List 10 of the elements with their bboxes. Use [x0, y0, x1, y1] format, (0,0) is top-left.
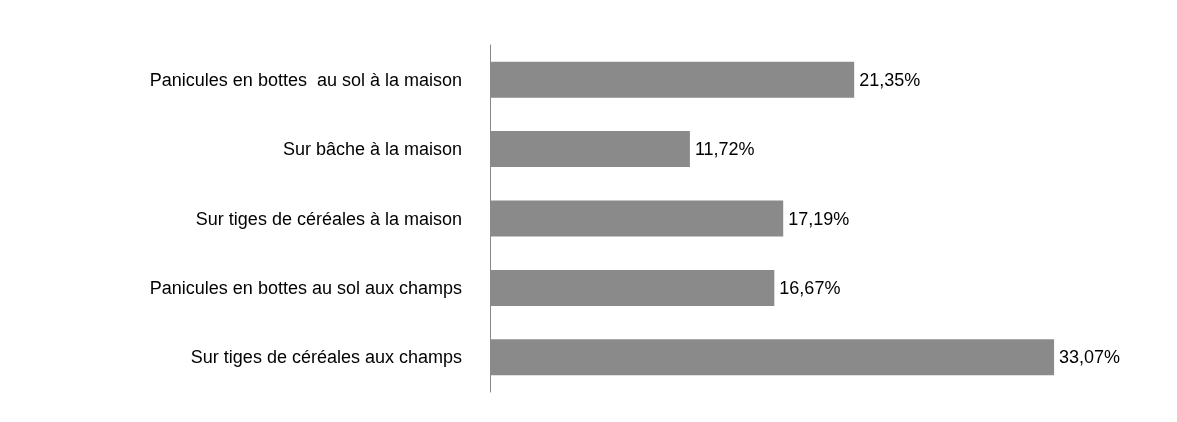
y-tick-label: Sur tiges de céréales aux champs: [190, 347, 462, 368]
data-label: 17,19%: [788, 208, 850, 229]
data-label: 33,07%: [1059, 347, 1121, 368]
data-label: 21,35%: [859, 69, 921, 90]
y-tick-label: Panicules en bottes au sol aux champs: [149, 277, 462, 298]
data-label: 11,72%: [694, 139, 755, 160]
y-tick-label: Sur bâche à la maison: [282, 139, 462, 160]
y-tick-label: Sur tiges de céréales à la maison: [195, 208, 462, 229]
data-label: 16,67%: [779, 277, 841, 298]
y-tick-label: Panicules en bottes au sol à la maison: [149, 69, 462, 90]
